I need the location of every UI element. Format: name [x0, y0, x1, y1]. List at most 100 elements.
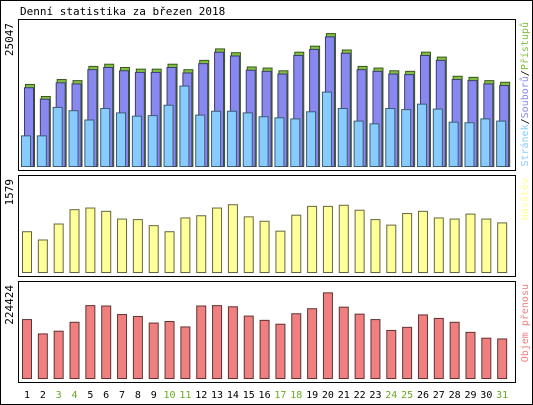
bar-navstev — [433, 217, 444, 273]
bar-navstev — [275, 230, 286, 273]
day-label: 20 — [322, 390, 334, 401]
bar-objem — [132, 315, 143, 379]
bar-navstev — [386, 224, 397, 274]
day-label: 30 — [480, 390, 492, 401]
chart-title: Denní statistika za březen 2018 — [20, 5, 225, 18]
bar-objem — [386, 329, 397, 379]
bar-souboru — [195, 114, 206, 168]
panel-3: 224424 Objem přenosu — [3, 281, 531, 383]
bar-souboru — [337, 108, 348, 168]
day-label: 23 — [369, 390, 381, 401]
bar-navstev — [354, 209, 365, 273]
day-label: 22 — [354, 390, 366, 401]
bar-souboru — [496, 120, 507, 167]
day-label: 19 — [306, 390, 318, 401]
bar-souboru — [416, 103, 427, 167]
bar-souboru — [226, 110, 237, 167]
panel-2: 1579 Návštěv — [3, 175, 531, 277]
day-label: 27 — [433, 390, 445, 401]
bar-objem — [180, 326, 191, 380]
day-label: 1 — [24, 390, 30, 401]
bar-objem — [465, 331, 476, 379]
legend-separator: / — [520, 70, 531, 76]
bar-souboru — [131, 115, 142, 167]
bar-souboru — [242, 112, 253, 167]
bar-navstev — [481, 218, 492, 273]
legend-separator: / — [520, 118, 531, 124]
bar-navstev — [148, 225, 159, 274]
panel-max-label: 224424 — [3, 285, 16, 325]
day-label: 17 — [274, 390, 286, 401]
bar-navstev — [132, 219, 143, 273]
bar-objem — [417, 314, 428, 380]
day-label: 7 — [119, 390, 125, 401]
bar-objem — [481, 337, 492, 379]
bar-souboru — [385, 108, 396, 168]
panel-max-label: 25047 — [3, 23, 16, 56]
bar-navstev — [196, 215, 207, 273]
bar-souboru — [68, 110, 79, 167]
panel-bars — [22, 204, 508, 274]
bar-navstev — [101, 210, 112, 273]
bar-souboru — [36, 135, 47, 167]
bar-navstev — [291, 214, 302, 273]
bar-navstev — [259, 220, 270, 274]
day-label: 15 — [243, 390, 255, 401]
bar-souboru — [432, 108, 443, 167]
bar-objem — [101, 305, 112, 379]
day-label: 25 — [401, 390, 413, 401]
day-label: 10 — [164, 390, 176, 401]
bar-navstev — [22, 231, 32, 273]
bar-objem — [433, 317, 444, 379]
bar-souboru — [100, 108, 111, 168]
bar-navstev — [164, 231, 175, 273]
bar-navstev — [322, 205, 333, 273]
bar-objem — [449, 321, 460, 379]
bar-souboru — [21, 135, 31, 167]
legend-entry: Návštěv — [519, 178, 531, 220]
bar-souboru — [258, 116, 269, 168]
bar-objem — [117, 314, 128, 380]
bar-navstev — [417, 210, 428, 273]
bar-navstev — [227, 204, 238, 274]
bar-objem — [402, 326, 413, 380]
bar-objem — [212, 305, 223, 379]
bar-objem — [307, 308, 318, 380]
panel-bars — [21, 33, 511, 168]
panel-max-label: 1579 — [3, 179, 16, 206]
bar-objem — [53, 330, 64, 380]
bar-souboru — [306, 111, 317, 168]
bar-souboru — [147, 115, 158, 167]
legend-entry: Souborů — [519, 76, 531, 118]
day-label: 6 — [103, 390, 109, 401]
day-label: 5 — [87, 390, 93, 401]
bar-souboru — [163, 104, 174, 168]
day-label: 29 — [464, 390, 476, 401]
bar-objem — [69, 321, 80, 379]
day-label: 12 — [195, 390, 207, 401]
day-label: 31 — [496, 390, 508, 401]
bar-objem — [291, 313, 302, 379]
bar-souboru — [353, 120, 364, 167]
bar-navstev — [53, 223, 64, 273]
day-label: 8 — [135, 390, 141, 401]
bar-souboru — [84, 119, 95, 168]
bar-souboru — [464, 122, 475, 167]
bar-objem — [259, 319, 270, 379]
bar-navstev — [465, 213, 476, 273]
bar-objem — [322, 292, 333, 379]
bar-souboru — [369, 123, 380, 167]
bar-objem — [22, 319, 32, 379]
day-label: 14 — [227, 390, 239, 401]
panel-legend: Návštěv — [519, 178, 531, 220]
bar-navstev — [212, 207, 223, 274]
bar-objem — [354, 313, 365, 379]
bar-souboru — [401, 109, 412, 167]
bar-objem — [148, 322, 159, 380]
bar-souboru — [480, 118, 491, 167]
bar-navstev — [402, 213, 413, 274]
bar-objem — [275, 323, 286, 379]
bar-souboru — [179, 85, 190, 167]
